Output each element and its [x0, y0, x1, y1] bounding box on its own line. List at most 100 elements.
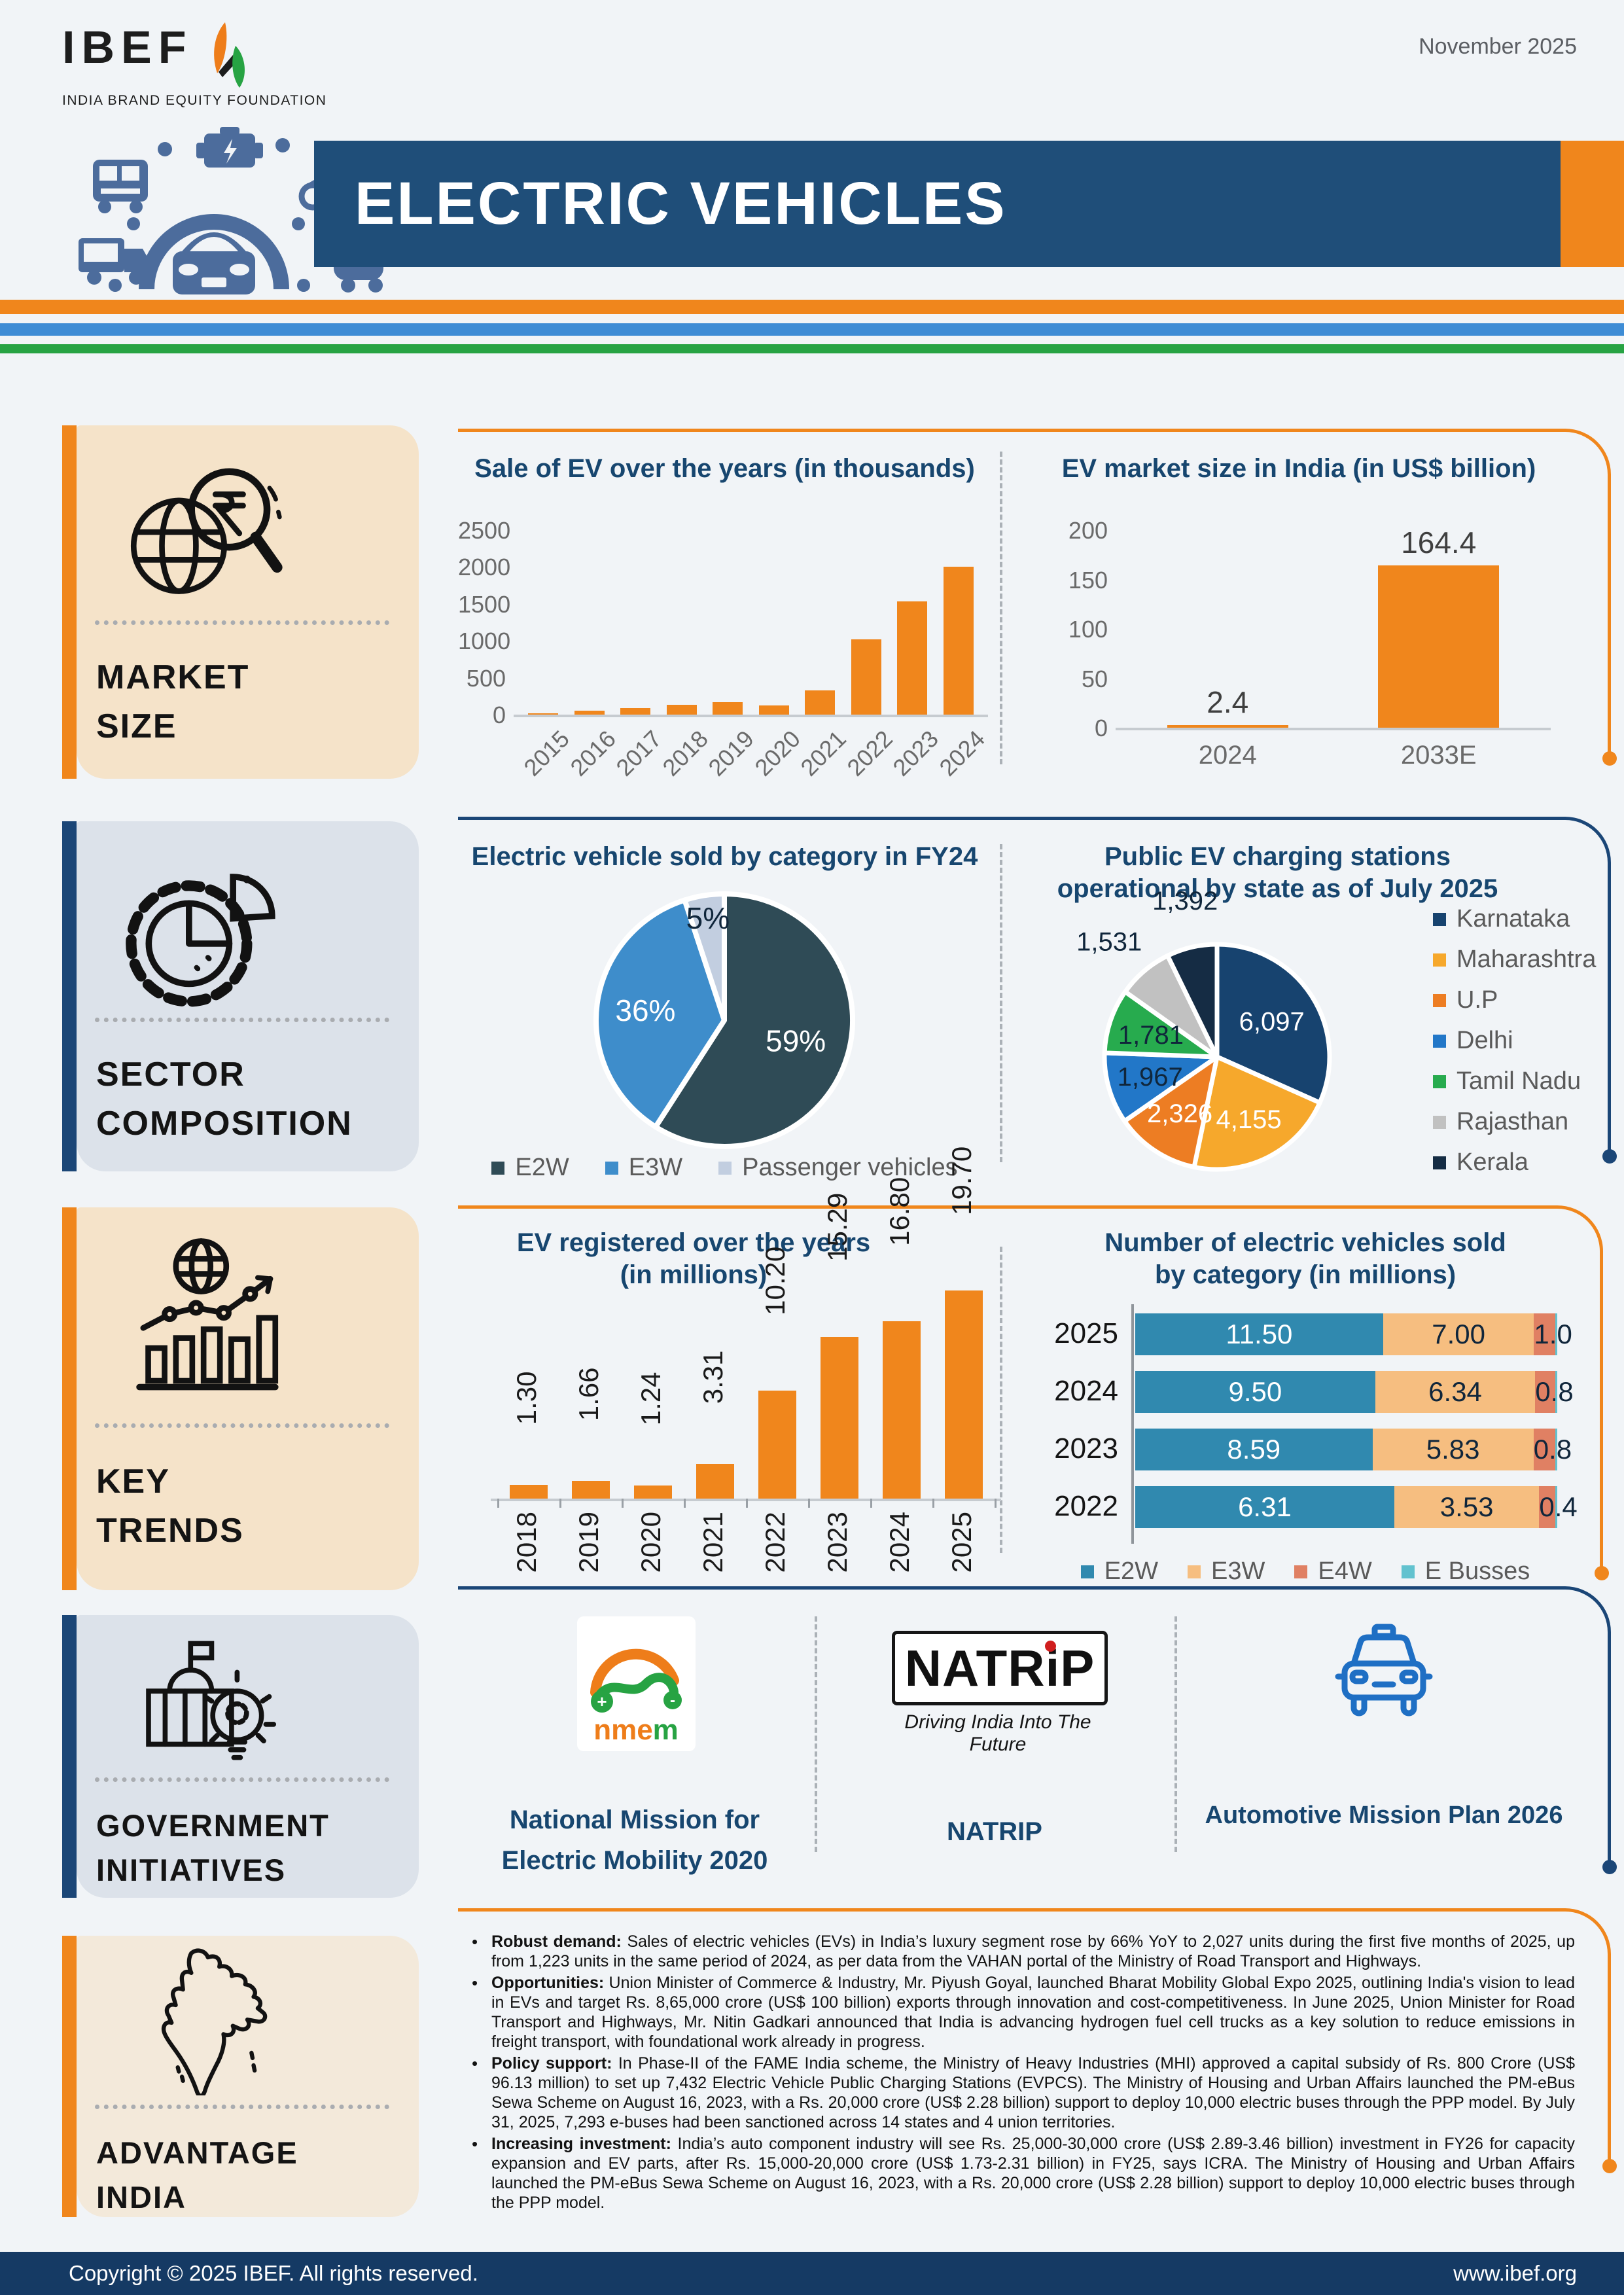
- chart-ev-sales: Sale of EV over the years (in thousands)…: [458, 453, 991, 787]
- pie-label-Maharashtra: 4,155: [1216, 1105, 1282, 1134]
- chart-ev-category-pie: Electric vehicle sold by category in FY2…: [458, 841, 991, 1188]
- ylab: 1000: [458, 628, 511, 655]
- pie-slice-E3W: [593, 897, 727, 1130]
- logo-text: IBEF: [62, 22, 193, 73]
- sseg-lab: 6.34: [1428, 1376, 1482, 1407]
- legend-label: Karnataka: [1456, 905, 1570, 933]
- xlab-vert: 2022: [759, 1512, 790, 1573]
- sseg: [1555, 1429, 1557, 1470]
- chart-title: Public EV charging stations operational …: [1057, 842, 1498, 903]
- natrip-logo-dot: [1045, 1641, 1056, 1652]
- page-title-bar: ELECTRIC VEHICLES: [314, 141, 1561, 267]
- sseg: [1383, 1313, 1534, 1355]
- vlab-vert: 1.66: [573, 1367, 604, 1421]
- card-divider: [95, 2105, 389, 2109]
- initiative-label-nmem: National Mission for Electric Mobility 2…: [501, 1806, 768, 1875]
- initiatives-divider-1: [815, 1616, 817, 1852]
- bullet-lead: Policy support:: [491, 2054, 612, 2073]
- ylab: 100: [1068, 616, 1108, 643]
- tick: [684, 1499, 686, 1508]
- sseg-lab: 0.8: [1535, 1376, 1574, 1407]
- card-body: [77, 425, 419, 779]
- legend-label: E3W: [1211, 1557, 1265, 1585]
- sseg-lab: 9.50: [1228, 1376, 1282, 1407]
- chart-market-size: EV market size in India (in US$ billion)…: [1021, 453, 1577, 787]
- pie-label-U.P: 2,326: [1147, 1099, 1212, 1128]
- bar: [571, 1481, 610, 1499]
- sseg: [1555, 1313, 1557, 1355]
- sseg: [1533, 1429, 1556, 1470]
- legend: E2W E3W E4W E Busses: [1011, 1557, 1600, 1586]
- tick: [870, 1499, 872, 1508]
- bar: [509, 1485, 548, 1499]
- section3-divider: [1000, 1247, 1002, 1553]
- sidebar-item-government-initiatives: GOVERNMENT INITIATIVES: [96, 1808, 330, 1888]
- legend-swatch: [605, 1161, 618, 1175]
- ylab: 0: [1094, 715, 1108, 741]
- legend-label: Tamil Nadu: [1456, 1067, 1581, 1095]
- legend-item: Tamil Nadu: [1433, 1067, 1596, 1095]
- car-icon: [1335, 1624, 1433, 1717]
- bar: [805, 690, 836, 715]
- legend-item: Delhi: [1433, 1027, 1596, 1055]
- bar: [633, 1485, 672, 1499]
- bar: [943, 567, 974, 715]
- sseg: [1555, 1486, 1557, 1528]
- card-accent: [62, 425, 77, 779]
- tricolor-stripe-green: [0, 344, 1624, 353]
- svg-text:-: -: [670, 1692, 675, 1709]
- sidebar-item-sector-composition: SECTOR COMPOSITION: [96, 1056, 353, 1143]
- card-body: [77, 1207, 419, 1590]
- legend-item: E2W: [491, 1154, 569, 1182]
- legend-label: Passenger vehicles: [742, 1154, 958, 1181]
- advantage-list: Robust demand: Sales of electric vehicle…: [468, 1932, 1575, 2215]
- pie-label-Tamil Nadu: 1,781: [1118, 1021, 1184, 1050]
- legend-item: Maharashtra: [1433, 946, 1596, 974]
- section1-divider: [1000, 452, 1002, 764]
- legend-swatch: [1433, 1156, 1446, 1169]
- tick: [932, 1499, 934, 1508]
- tricolor-stripe-orange: [0, 300, 1624, 314]
- legend-item: E2W: [1080, 1557, 1158, 1586]
- tick: [559, 1499, 561, 1508]
- sidebar-card-government-initiatives: GOVERNMENT INITIATIVES: [62, 1615, 419, 1898]
- website-label: www.ibef.org: [1453, 2261, 1577, 2285]
- card-accent: [62, 1207, 77, 1590]
- sseg-lab: 1.0: [1534, 1319, 1572, 1349]
- chart-title: EV registered over the years (in million…: [516, 1228, 871, 1289]
- date-label: November 2025: [1419, 34, 1577, 59]
- legend-item: E3W: [1188, 1557, 1265, 1586]
- pie-slice-E2W: [652, 891, 855, 1149]
- vlab-vert: 1.24: [635, 1372, 666, 1426]
- srow-lab: 2024: [1054, 1375, 1118, 1407]
- vlab: 2.4: [1207, 685, 1249, 720]
- sseg-lab: 3.53: [1439, 1491, 1494, 1522]
- initiatives-divider-2: [1174, 1616, 1177, 1852]
- srow-lab: 2023: [1054, 1432, 1118, 1465]
- legend-swatch: [1294, 1565, 1308, 1578]
- sseg-lab: 11.50: [1226, 1319, 1293, 1349]
- bullet-lead: Increasing investment:: [491, 2135, 671, 2153]
- xlab: 2024: [1198, 741, 1257, 770]
- vaxis: [1131, 1304, 1134, 1544]
- sseg: [1135, 1429, 1373, 1470]
- ylab: 50: [1081, 665, 1108, 692]
- tick: [497, 1499, 499, 1508]
- card-divider: [95, 620, 389, 625]
- pie-label-E3W: 36%: [615, 993, 675, 1027]
- legend-item: Rajasthan: [1433, 1108, 1596, 1136]
- bar: [758, 1391, 796, 1499]
- legend-item: Kerala: [1433, 1148, 1596, 1177]
- sseg-lab: 6.31: [1238, 1491, 1292, 1522]
- vlab-vert: 15.29: [821, 1192, 853, 1262]
- vlab-vert: 19.70: [945, 1146, 977, 1215]
- pie-label-Delhi: 1,967: [1118, 1063, 1183, 1092]
- legend-item: E3W: [605, 1154, 682, 1182]
- sidebar-item-market-size: MARKET SIZE: [96, 658, 250, 746]
- sidebar-card-sector-composition: SECTOR COMPOSITION: [62, 821, 419, 1171]
- bar: [713, 702, 743, 715]
- advantage-bullet: Robust demand: Sales of electric vehicle…: [468, 1932, 1575, 1971]
- axis: [514, 715, 988, 717]
- ylab: 200: [1068, 517, 1108, 544]
